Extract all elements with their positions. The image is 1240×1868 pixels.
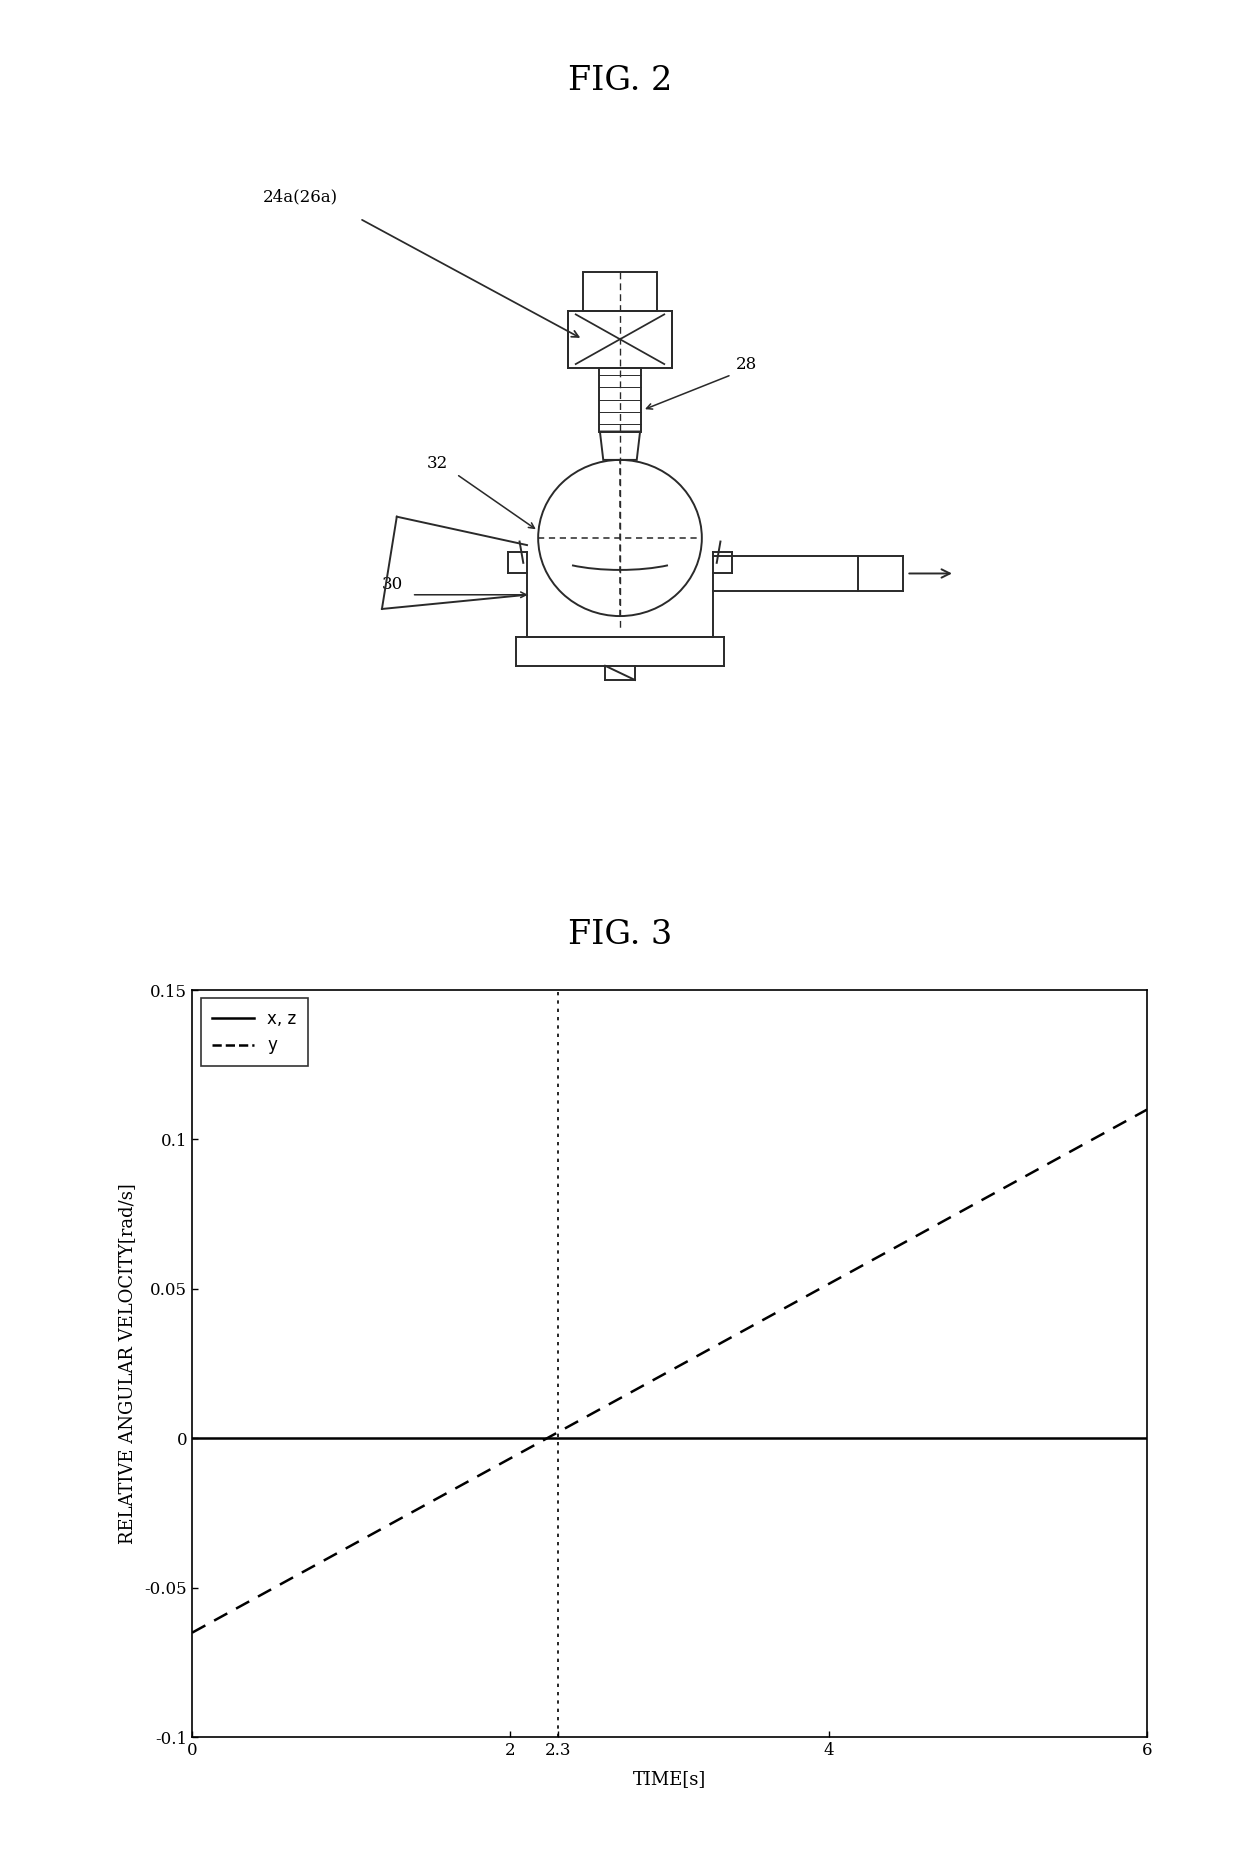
X-axis label: TIME[s]: TIME[s] bbox=[632, 1771, 707, 1788]
Text: 30: 30 bbox=[382, 575, 403, 592]
Text: 28: 28 bbox=[735, 355, 756, 372]
Y-axis label: RELATIVE ANGULAR VELOCITY[rad/s]: RELATIVE ANGULAR VELOCITY[rad/s] bbox=[118, 1182, 136, 1545]
Text: 24a(26a): 24a(26a) bbox=[263, 189, 339, 205]
Legend: x, z, y: x, z, y bbox=[201, 998, 308, 1067]
Text: 32: 32 bbox=[427, 456, 448, 473]
Text: FIG. 3: FIG. 3 bbox=[568, 919, 672, 951]
Text: FIG. 2: FIG. 2 bbox=[568, 65, 672, 97]
